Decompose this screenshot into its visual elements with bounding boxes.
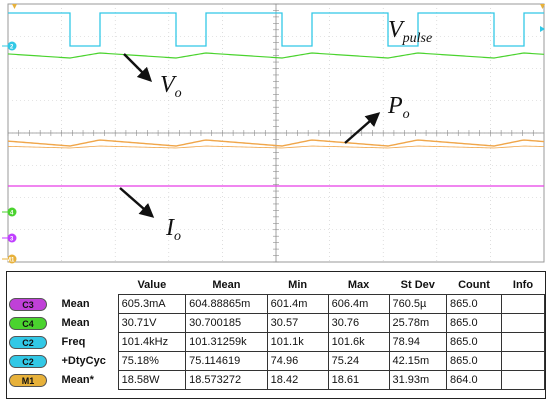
cell-count: 865.0 [446, 351, 502, 371]
channel-markers: 2 4 3 M1 [2, 4, 545, 264]
trigger-marker-top-right [540, 4, 545, 9]
header-max: Max [347, 278, 370, 291]
cell-mean: 101.31259k [185, 332, 268, 352]
oscilloscope-display: 2 4 3 M1 Vpulse Vo Po Io [2, 3, 545, 264]
measurement-label: Mean* [61, 374, 94, 386]
channel-marker-label: M1 [6, 258, 15, 264]
header-channel [9, 275, 57, 295]
measurement-row: C3 Mean 605.3mA 604.88865m 601.4m 606.4m 760.5… [9, 294, 546, 314]
cell-info [500, 351, 546, 371]
cell-stdev: 760.5µ [388, 294, 448, 314]
cell-min: 18.42 [266, 370, 329, 390]
header-mean: Mean [212, 278, 241, 291]
channel-badge: C2 [9, 354, 47, 368]
measurement-label: Mean [61, 298, 90, 310]
header-label [57, 275, 118, 295]
cell-value: 30.71V [117, 313, 187, 333]
cell-info [500, 332, 546, 352]
traces [7, 12, 545, 187]
cell-value: 18.58W [117, 370, 187, 390]
trigger-marker-top-left [12, 4, 17, 9]
annotation-vo: Vo [160, 72, 182, 101]
cell-max: 606.4m [327, 294, 390, 314]
cell-max: 75.24 [327, 351, 390, 371]
cell-max: 101.6k [327, 332, 390, 352]
annotation-arrows [119, 53, 381, 218]
header-count: Count [458, 278, 490, 291]
measurement-label: Freq [61, 336, 86, 348]
cell-count: 865.0 [446, 313, 502, 333]
cell-min: 101.1k [266, 332, 329, 352]
annotation-arrow [123, 53, 153, 83]
channel-badge-cell: C2 [9, 352, 57, 371]
cell-count: 865.0 [446, 332, 502, 352]
cell-min: 601.4m [266, 294, 329, 314]
channel-badge-cell: C2 [9, 333, 57, 352]
measurement-row: C2 +DtyCyc 75.18% 75.114619 74.96 75.24 42.15m… [9, 351, 546, 371]
trigger-marker-right [540, 26, 545, 32]
cell-mean: 75.114619 [185, 351, 268, 371]
cell-value: 75.18% [117, 351, 187, 371]
annotation-io: Io [165, 215, 181, 244]
header-min: Min [288, 278, 308, 291]
channel-badge: C4 [9, 316, 47, 330]
cell-value: 101.4kHz [117, 332, 187, 352]
measurement-panel: Value Mean Min Max St Dev Count Info C3 M… [6, 271, 546, 399]
waveform-plot: 2 4 3 M1 Vpulse Vo Po Io [2, 3, 545, 264]
cell-info [500, 313, 546, 333]
cell-min: 30.57 [266, 313, 329, 333]
cell-min: 74.96 [266, 351, 329, 371]
annotation-arrow [344, 112, 381, 144]
channel-marker-label: 4 [10, 211, 14, 217]
channel-badge: C3 [9, 297, 47, 311]
channel-badge-cell: C3 [9, 295, 57, 314]
annotation-vpulse: Vpulse [388, 17, 432, 46]
cell-stdev: 78.94 [388, 332, 448, 352]
cell-stdev: 31.93m [388, 370, 448, 390]
cell-count: 865.0 [446, 294, 502, 314]
annotation-arrow [119, 187, 155, 218]
cell-count: 864.0 [446, 370, 502, 390]
channel-marker-dot [7, 233, 17, 243]
channel-marker-dot [7, 207, 17, 217]
measurement-row: C4 Mean 30.71V 30.700185 30.57 30.76 25.78m 865… [9, 313, 546, 333]
cell-mean: 604.88865m [185, 294, 268, 314]
channel-marker-label: 3 [10, 237, 14, 243]
trace-po [7, 139, 545, 147]
measurement-label: Mean [61, 317, 90, 329]
header-info: Info [512, 278, 534, 291]
measurement-row: M1 Mean* 18.58W 18.573272 18.42 18.61 31.93m 86… [9, 370, 546, 390]
measurement-label: +DtyCyc [61, 355, 106, 367]
cell-value: 605.3mA [117, 294, 187, 314]
trace-vo [7, 52, 545, 59]
cell-stdev: 25.78m [388, 313, 448, 333]
graticule [7, 3, 544, 263]
cell-info [500, 370, 546, 390]
header-value: Value [137, 278, 167, 291]
channel-badge-cell: C4 [9, 314, 57, 333]
cell-max: 30.76 [327, 313, 390, 333]
cell-mean: 18.573272 [185, 370, 268, 390]
trace-po-band [7, 145, 545, 149]
channel-badge: M1 [9, 373, 47, 387]
header-stdev: St Dev [400, 278, 435, 291]
channel-marker-label: 2 [10, 45, 14, 51]
channel-marker-dot [7, 41, 17, 51]
cell-info [500, 294, 546, 314]
channel-marker-dot [7, 254, 17, 264]
cell-mean: 30.700185 [185, 313, 268, 333]
channel-badge-cell: M1 [9, 371, 57, 390]
trace-vpulse [8, 12, 544, 47]
measurement-table: Value Mean Min Max St Dev Count Info C3 M… [9, 275, 546, 390]
cell-max: 18.61 [327, 370, 390, 390]
annotation-po: Po [387, 93, 410, 122]
measurement-row: C2 Freq 101.4kHz 101.31259k 101.1k 101.6k 78.9… [9, 332, 546, 352]
channel-badge: C2 [9, 335, 47, 349]
cell-stdev: 42.15m [388, 351, 448, 371]
